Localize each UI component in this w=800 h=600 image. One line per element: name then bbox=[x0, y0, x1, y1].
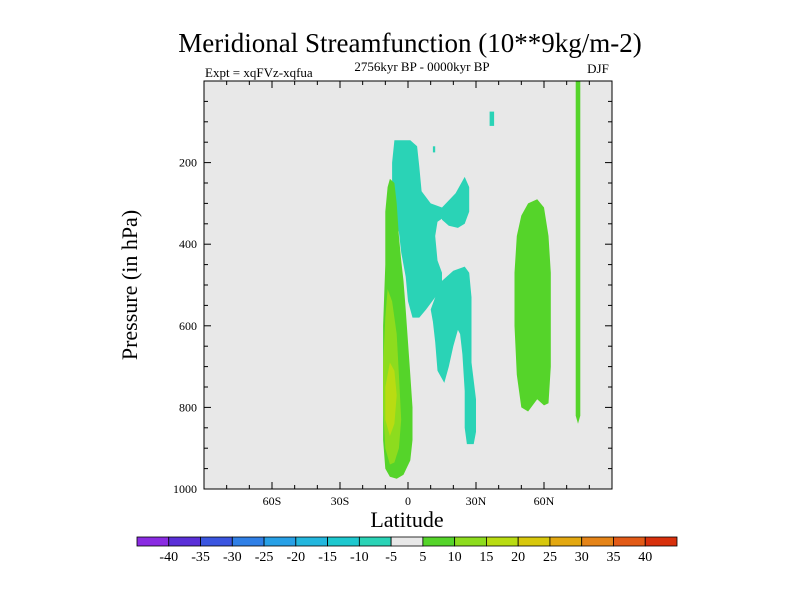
colorbar-label: -20 bbox=[286, 550, 305, 565]
period-label: 2756kyr BP - 0000kyr BP bbox=[354, 59, 489, 74]
x-tick-label: 0 bbox=[405, 494, 411, 508]
colorbar-label: -10 bbox=[350, 550, 369, 565]
y-tick-label: 800 bbox=[179, 400, 197, 414]
colorbar-swatch bbox=[422, 536, 456, 547]
colorbar-swatch bbox=[295, 536, 328, 547]
colorbar-swatch bbox=[581, 536, 614, 547]
colorbar-label: 15 bbox=[479, 550, 493, 565]
x-tick-label: 60N bbox=[534, 494, 555, 508]
colorbar-swatch bbox=[486, 536, 519, 547]
colorbar-label: -5 bbox=[385, 550, 397, 565]
region-yellow-core bbox=[385, 362, 397, 436]
colorbar-label: -30 bbox=[223, 550, 242, 565]
colorbar-swatch bbox=[390, 536, 424, 547]
x-tick-label: 30S bbox=[331, 494, 350, 508]
colorbar-swatch bbox=[263, 536, 297, 547]
y-tick-label: 400 bbox=[179, 237, 197, 251]
region-cyan-small-dot bbox=[432, 146, 436, 153]
y-tick-label: 200 bbox=[179, 156, 197, 170]
colorbar-label: -35 bbox=[191, 550, 210, 565]
colorbar-swatch bbox=[517, 536, 551, 547]
experiment-label: Expt = xqFVz-xqfua bbox=[205, 65, 313, 80]
colorbar-label: 20 bbox=[511, 550, 525, 565]
x-axis-label: Latitude bbox=[370, 507, 443, 532]
axis-ticks: 60S 30S 0 30N 60N 200 400 600 800 1000 bbox=[173, 80, 613, 508]
region-green-polar-stripe bbox=[575, 81, 581, 424]
colorbar-label: 5 bbox=[419, 550, 426, 565]
y-tick-label: 1000 bbox=[173, 482, 197, 496]
colorbar: -40 -35 -30 -25 -20 -15 -10 -5 5 10 15 20 25 30 35 40 bbox=[136, 536, 678, 565]
chart-title: Meridional Streamfunction (10**9kg/m-2) bbox=[178, 28, 641, 58]
colorbar-label: 25 bbox=[543, 550, 557, 565]
region-cyan-upper-right-patch bbox=[442, 176, 470, 228]
colorbar-swatch bbox=[200, 536, 233, 547]
season-label: DJF bbox=[587, 61, 609, 76]
y-tick-label: 600 bbox=[179, 319, 197, 333]
colorbar-swatch bbox=[136, 536, 170, 547]
colorbar-label: 40 bbox=[638, 550, 652, 565]
colorbar-swatch bbox=[644, 536, 678, 547]
region-green-midlatitude-cell bbox=[514, 199, 551, 412]
colorbar-swatch bbox=[327, 536, 360, 547]
colorbar-swatch bbox=[168, 536, 201, 547]
colorbar-label: 35 bbox=[606, 550, 620, 565]
colorbar-label: -25 bbox=[255, 550, 274, 565]
region-cyan-high-speck bbox=[489, 111, 495, 126]
x-tick-label: 60S bbox=[263, 494, 282, 508]
contour-regions bbox=[383, 81, 581, 479]
y-axis-label: Pressure (in hPa) bbox=[117, 210, 142, 360]
colorbar-label: -40 bbox=[159, 550, 178, 565]
colorbar-swatch bbox=[454, 536, 487, 547]
colorbar-swatch bbox=[358, 536, 392, 547]
colorbar-label: -15 bbox=[318, 550, 337, 565]
colorbar-swatch bbox=[549, 536, 583, 547]
colorbar-label: 10 bbox=[448, 550, 462, 565]
colorbar-swatch bbox=[231, 536, 265, 547]
x-tick-label: 30N bbox=[466, 494, 487, 508]
region-cyan-central-column bbox=[430, 266, 476, 445]
colorbar-swatch bbox=[613, 536, 646, 547]
colorbar-label: 30 bbox=[575, 550, 589, 565]
region-cyan-upper-band bbox=[392, 140, 449, 318]
